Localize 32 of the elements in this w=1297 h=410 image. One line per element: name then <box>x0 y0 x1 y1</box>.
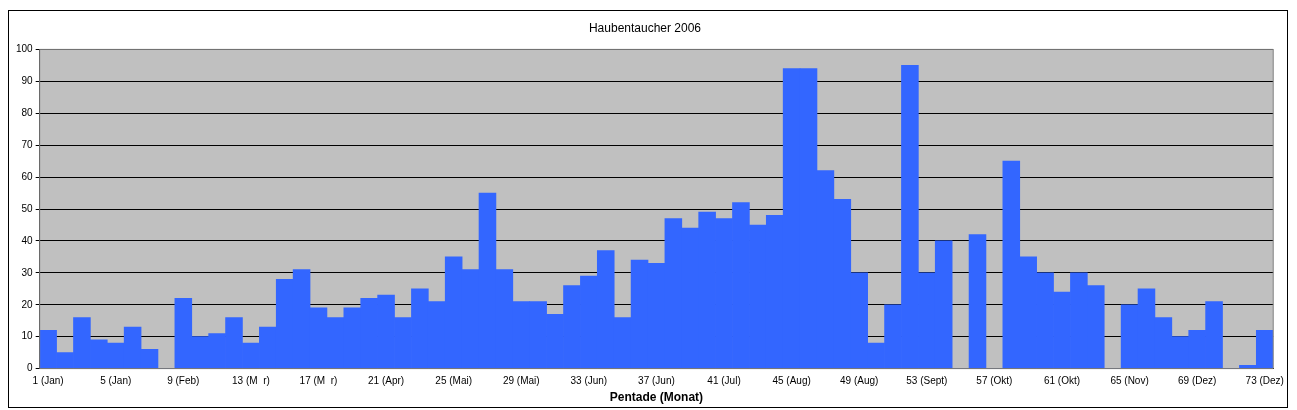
x-axis-title: Pentade (Monat) <box>609 390 704 405</box>
x-tick-label: 61 (Okt) <box>1043 375 1081 387</box>
y-tick-label: 0 <box>27 362 34 374</box>
x-tick-label: 45 (Aug) <box>772 375 811 387</box>
x-tick-label: 41 (Jul) <box>707 375 741 387</box>
x-tick-label: 25 (Mai) <box>435 375 473 387</box>
x-tick-label: 53 (Sept) <box>906 375 948 387</box>
y-tick-label: 90 <box>21 75 34 87</box>
x-tick-label: 73 (Dez) <box>1245 375 1284 387</box>
y-tick-label: 70 <box>21 138 34 150</box>
y-tick-label: 10 <box>21 330 34 342</box>
x-tick-label: 13 (M r) <box>232 375 270 387</box>
x-tick-label: 21 (Apr) <box>368 375 405 387</box>
y-tick-label: 30 <box>21 266 34 278</box>
x-tick-label: 9 (Feb) <box>167 375 200 387</box>
x-tick-label: 37 (Jun) <box>638 375 675 387</box>
x-tick-label: 1 (Jan) <box>32 375 64 387</box>
y-tick-label: 40 <box>21 234 34 246</box>
x-tick-label: 5 (Jan) <box>100 375 132 387</box>
x-tick-label: 69 (Dez) <box>1177 375 1217 387</box>
y-tick-label: 100 <box>16 43 34 55</box>
x-tick-label: 65 (Nov) <box>1110 375 1149 387</box>
y-tick-label: 60 <box>21 170 34 182</box>
x-tick-label: 29 (Mai) <box>502 375 540 387</box>
y-tick-label: 50 <box>21 202 34 214</box>
y-tick-label: 20 <box>21 298 34 310</box>
x-tick-label: 17 (M r) <box>299 375 338 387</box>
y-tick-label: 80 <box>21 106 34 118</box>
x-tick-label: 33 (Jun) <box>570 375 608 387</box>
x-tick-label: 57 (Okt) <box>976 375 1013 387</box>
x-tick-label: 49 (Aug) <box>840 375 879 387</box>
chart-title: Haubentaucher 2006 <box>588 20 702 35</box>
